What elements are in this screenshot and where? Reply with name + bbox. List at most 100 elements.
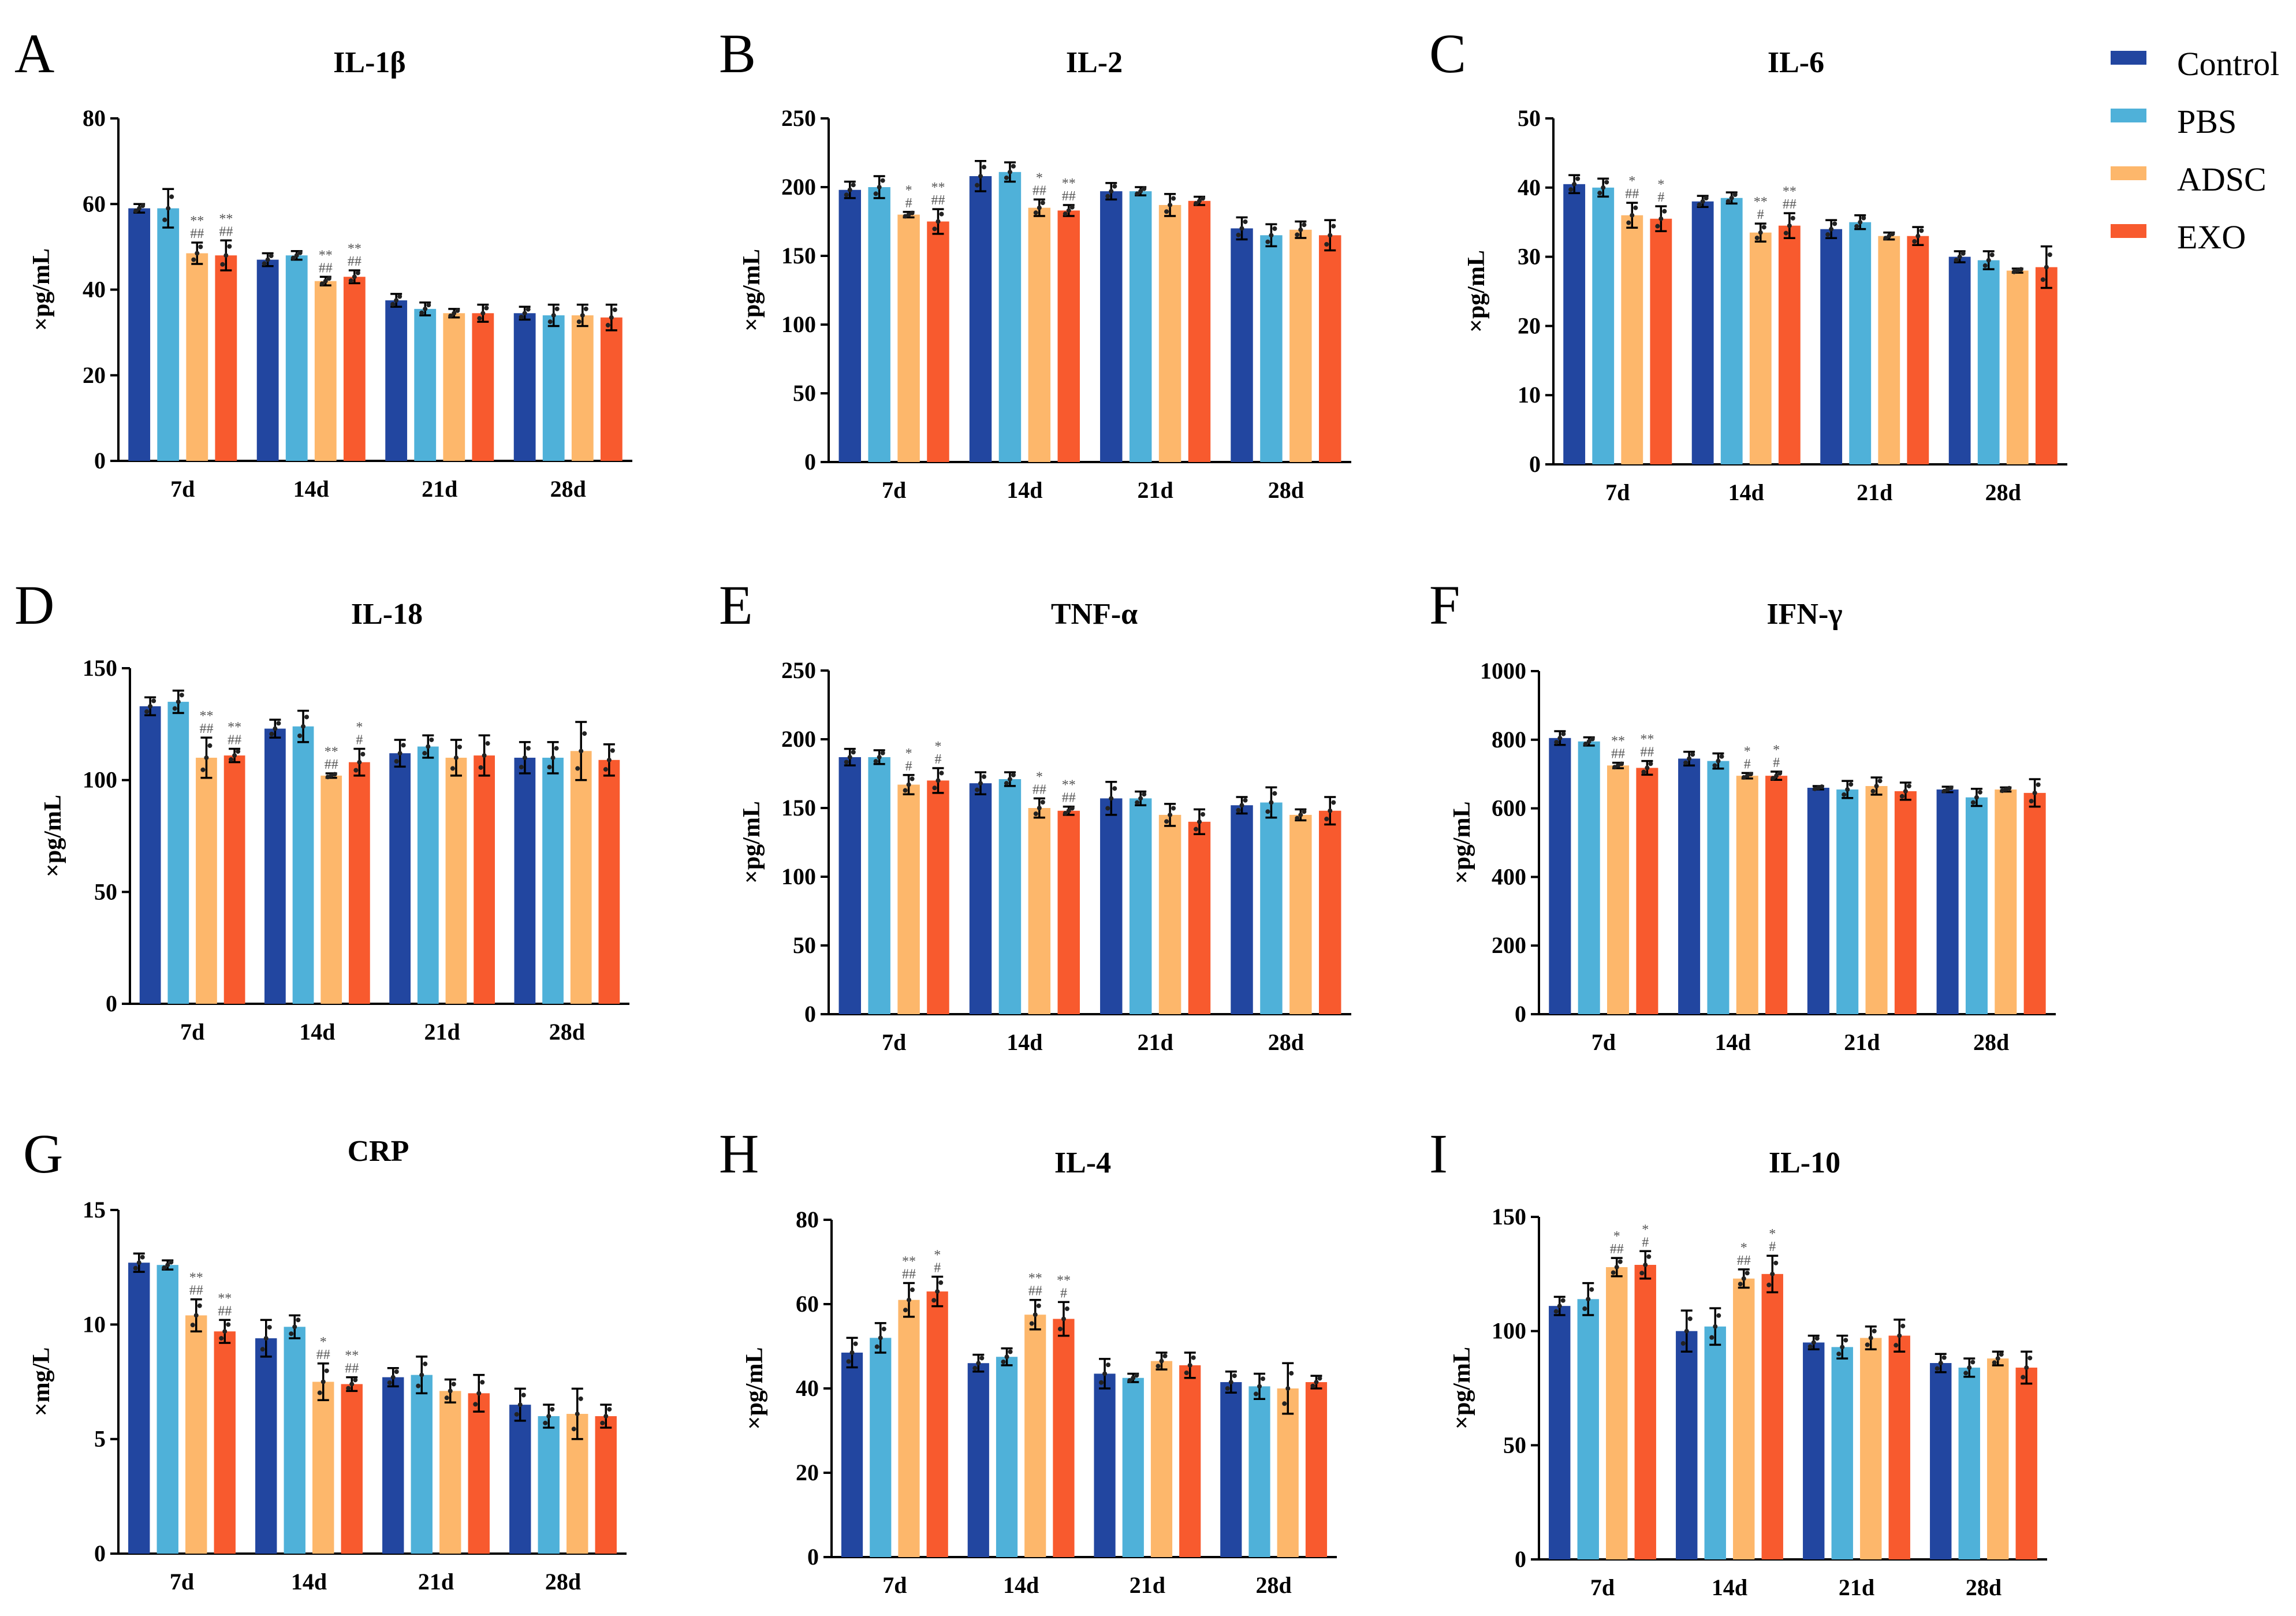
data-point [1807, 1344, 1813, 1349]
bar-exo-7d [1634, 1265, 1656, 1559]
data-point [136, 1260, 141, 1265]
significance-marker: ## [319, 260, 333, 275]
bar-pbs-14d [284, 1327, 305, 1554]
data-point [423, 306, 428, 311]
bar-exo-14d [1761, 1274, 1783, 1559]
significance-marker: ## [316, 1347, 330, 1362]
data-point [229, 757, 234, 762]
data-point [1561, 731, 1566, 736]
significance-marker: ** [218, 1291, 232, 1306]
x-tick-label: 21d [1138, 477, 1173, 503]
data-point [575, 1412, 580, 1417]
y-tick-label: 200 [781, 726, 816, 752]
data-point [873, 759, 878, 764]
data-point [1858, 219, 1863, 225]
bar-exo-14d [1053, 1319, 1075, 1557]
bar-exo-28d [600, 317, 623, 461]
data-point [269, 253, 274, 258]
data-point [1568, 187, 1574, 192]
data-point [1658, 216, 1664, 221]
y-tick-label: 0 [94, 448, 106, 474]
bar-adsc-21d [1158, 814, 1181, 1014]
x-tick-label: 21d [424, 1019, 460, 1045]
y-axis-label: ×pg/mL [40, 795, 66, 877]
bar-adsc-7d [897, 214, 920, 462]
bar-pbs-7d [167, 702, 189, 1004]
bar-adsc-21d [1860, 1338, 1882, 1559]
data-point [401, 743, 406, 748]
data-point [1064, 1306, 1069, 1312]
data-point [1709, 1335, 1714, 1340]
data-point [1239, 226, 1244, 231]
bar-pbs-28d [1965, 797, 1988, 1014]
bar-pbs-7d [1578, 741, 1600, 1014]
data-point [236, 749, 241, 754]
significance-marker: # [1744, 757, 1751, 772]
data-point [1848, 782, 1854, 787]
data-point [357, 759, 362, 765]
x-tick-label: 28d [1973, 1029, 2009, 1055]
data-point [1168, 812, 1173, 817]
bar-adsc-7d [1606, 1267, 1628, 1559]
data-point [1243, 798, 1248, 803]
data-point [1236, 807, 1241, 813]
y-axis-label: ×mg/L [28, 1347, 55, 1417]
bar-control-14d [969, 783, 992, 1014]
legend: Control PBS ADSC EXO [2111, 45, 2279, 256]
data-point [2000, 788, 2005, 794]
significance-marker: * [905, 183, 912, 198]
data-point [877, 185, 882, 189]
bar-pbs-7d [156, 1265, 178, 1554]
data-point [1948, 785, 1954, 791]
data-point [1232, 1373, 1237, 1379]
bar-exo-21d [1907, 236, 1929, 464]
data-point [1766, 1282, 1772, 1287]
data-point [1941, 788, 1947, 794]
significance-marker: * [934, 1248, 941, 1263]
data-point [1611, 1270, 1616, 1275]
data-point [1812, 786, 1817, 791]
x-tick-label: 28d [1256, 1572, 1292, 1598]
bar-pbs-14d [292, 726, 314, 1004]
data-point [1590, 736, 1595, 742]
y-tick-label: 100 [1492, 1318, 1526, 1344]
y-tick-label: 10 [83, 1311, 106, 1337]
data-point [172, 706, 177, 711]
significance-marker: # [905, 196, 912, 211]
significance-marker: ** [1783, 184, 1796, 199]
data-point [1963, 1371, 1969, 1376]
bar-pbs-28d [538, 1416, 560, 1554]
data-point [903, 214, 908, 219]
x-tick-label: 28d [1268, 1029, 1304, 1055]
data-point [1774, 773, 1779, 779]
data-point [522, 755, 527, 760]
y-axis-label: ×pg/mL [739, 249, 765, 332]
data-point [2011, 269, 2017, 274]
data-point [2044, 265, 2049, 270]
bar-control-7d [1549, 1306, 1571, 1559]
data-point [133, 1265, 138, 1271]
data-point [576, 319, 582, 325]
data-point [320, 1379, 326, 1384]
bar-pbs-21d [414, 308, 437, 461]
chart-title: IL-18 [351, 598, 423, 631]
y-tick-label: 1000 [1480, 658, 1526, 684]
legend-label-pbs: PBS [2177, 103, 2237, 140]
data-point [140, 203, 146, 208]
data-point [1134, 1373, 1139, 1378]
data-point [1745, 1271, 1750, 1276]
bar-adsc-7d [898, 1299, 920, 1557]
data-point [910, 1287, 915, 1293]
x-tick-label: 28d [549, 1019, 585, 1045]
x-tick-label: 28d [1268, 477, 1304, 503]
data-point [1239, 803, 1244, 808]
data-point [1816, 785, 1821, 790]
data-point [226, 1322, 231, 1327]
significance-marker: ## [325, 757, 338, 772]
data-point [394, 1369, 399, 1375]
bar-control-14d [1676, 1331, 1698, 1559]
data-point [880, 750, 885, 755]
data-point [1586, 1297, 1591, 1302]
significance-marker: ## [218, 1304, 232, 1319]
significance-marker: # [1773, 755, 1780, 770]
